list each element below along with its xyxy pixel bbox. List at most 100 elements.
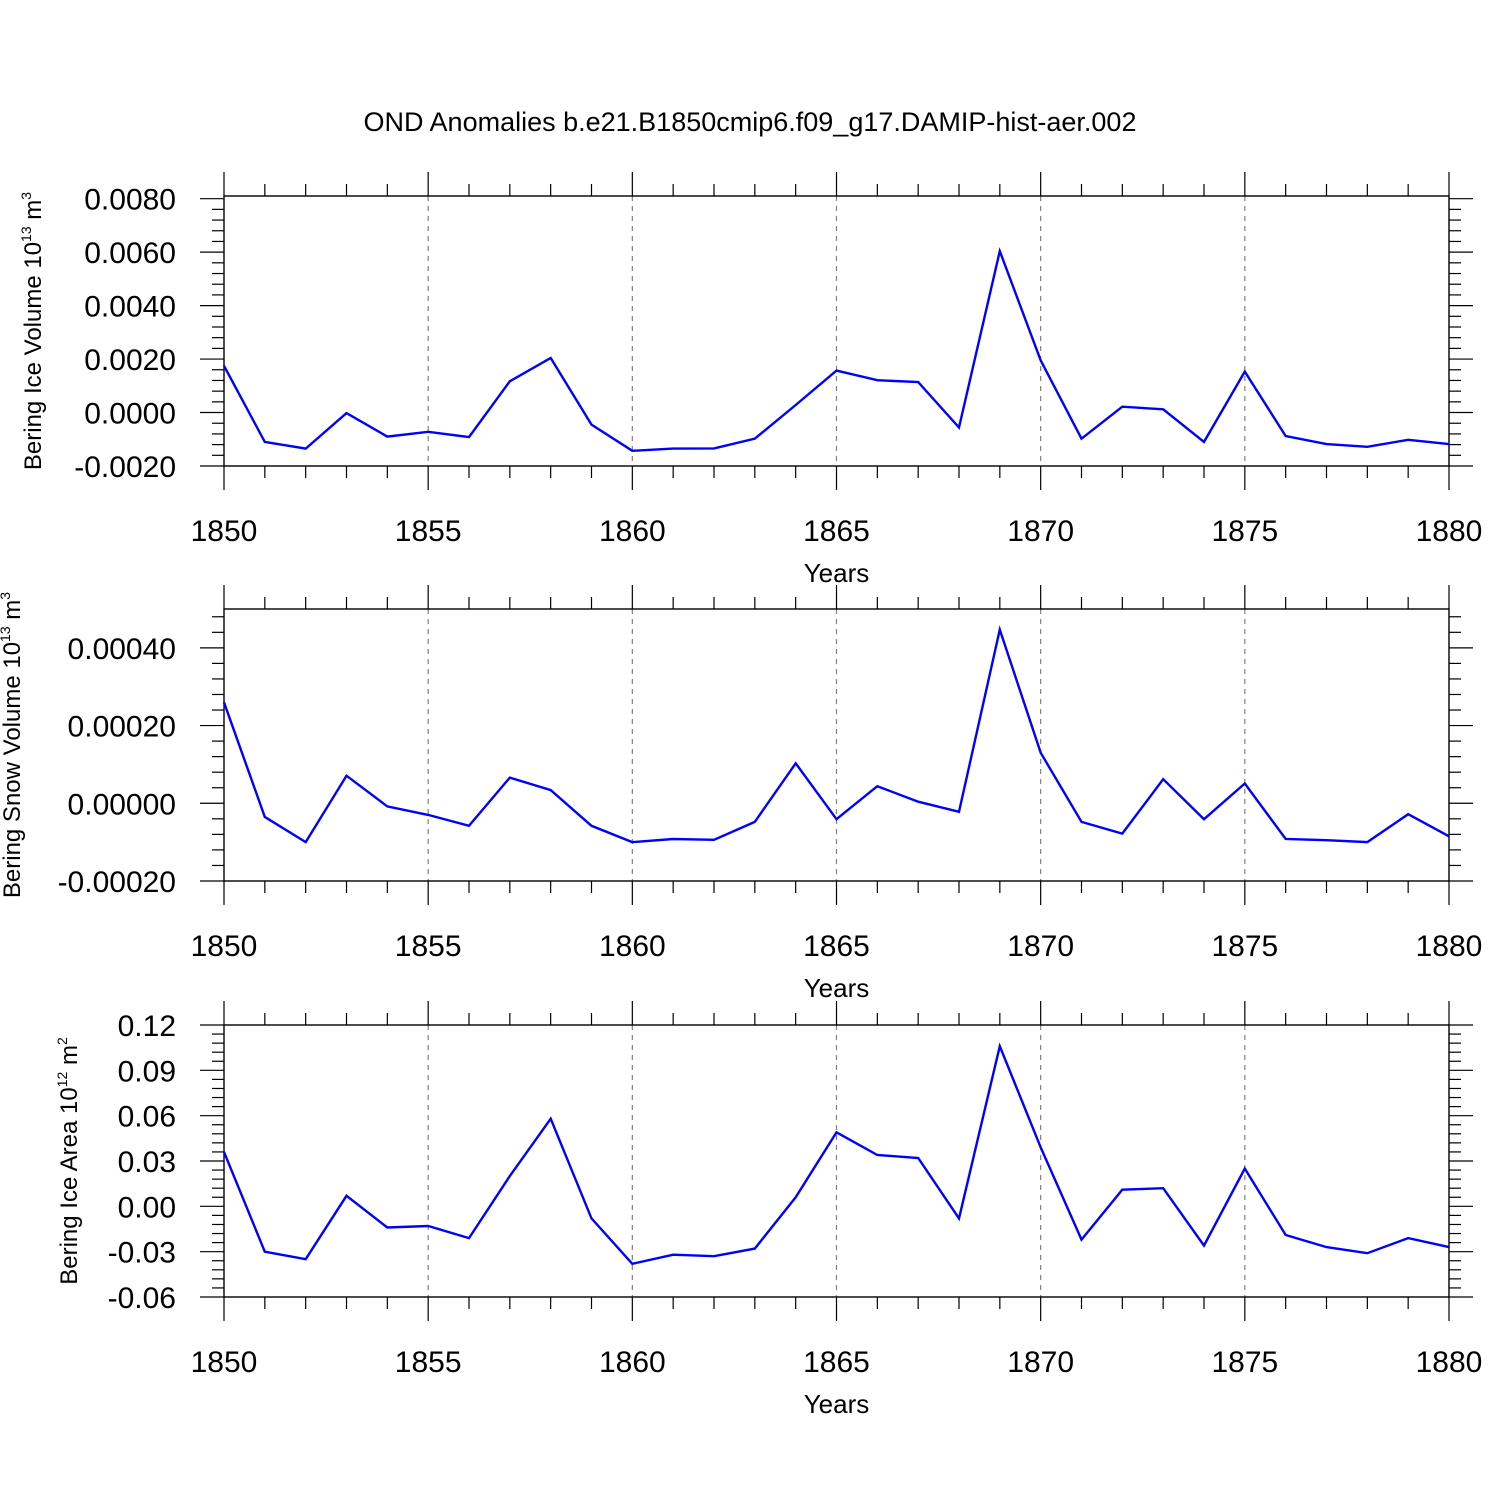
data-point: [754, 1247, 756, 1250]
data-point: [631, 841, 634, 843]
data-point: [1039, 1146, 1042, 1149]
data-point: [713, 839, 715, 841]
data-point: [672, 838, 674, 840]
data-point: [1284, 1234, 1287, 1236]
data-point: [386, 805, 389, 808]
x-tick-label: 1875: [1211, 930, 1278, 963]
data-point: [1366, 445, 1369, 448]
x-tick-label: 1865: [803, 930, 870, 963]
y-tick-label: 0.00: [118, 1191, 176, 1224]
data-point: [1162, 778, 1164, 780]
y-axis-title: Bering Snow Volume 1013 m3: [0, 592, 26, 898]
data-point: [672, 447, 674, 450]
data-point: [345, 1194, 348, 1197]
y-tick-label: 0.03: [118, 1146, 176, 1179]
data-point: [1080, 1238, 1083, 1241]
data-point: [835, 818, 838, 821]
data-point: [999, 1045, 1001, 1047]
data-point: [264, 441, 266, 443]
data-point: [427, 430, 429, 433]
data-point: [1284, 838, 1287, 840]
data-point: [549, 1117, 552, 1120]
data-point: [794, 404, 797, 406]
x-tick-label: 1855: [395, 515, 462, 548]
x-axis-title: Years: [804, 558, 870, 588]
data-point: [631, 449, 634, 452]
y-tick-label: -0.00020: [58, 866, 176, 899]
data-point: [1448, 1246, 1450, 1248]
data-point: [1080, 437, 1083, 440]
y-axis-title: Bering Ice Volume 1013 m3: [18, 192, 47, 470]
y-tick-label: 0.12: [118, 1010, 176, 1043]
data-point: [794, 1196, 797, 1199]
x-tick-label: 1880: [1416, 930, 1483, 963]
data-point: [1244, 782, 1246, 785]
x-tick-label: 1875: [1211, 515, 1278, 548]
y-tick-label: 0.09: [118, 1055, 176, 1088]
x-tick-label: 1850: [191, 515, 258, 548]
data-point: [509, 1175, 511, 1177]
data-point: [1039, 751, 1042, 754]
data-point: [958, 811, 960, 813]
data-point: [1407, 439, 1409, 441]
x-tick-label: 1870: [1007, 1346, 1074, 1379]
x-tick-label: 1870: [1007, 515, 1074, 548]
y-tick-label: 0.00040: [68, 633, 176, 666]
data-point: [999, 250, 1001, 252]
y-tick-label: -0.0020: [74, 451, 176, 484]
data-point: [264, 816, 266, 818]
x-tick-label: 1875: [1211, 1346, 1278, 1379]
data-point: [713, 447, 715, 450]
data-point: [1366, 841, 1369, 843]
data-point: [304, 447, 307, 450]
data-point: [1244, 370, 1246, 373]
data-point: [1244, 1167, 1246, 1170]
chart-title: OND Anomalies b.e21.B1850cmip6.f09_g17.D…: [364, 107, 1137, 137]
data-point: [468, 1237, 470, 1239]
data-point: [468, 436, 470, 438]
data-point: [1448, 443, 1450, 445]
x-tick-label: 1865: [803, 1346, 870, 1379]
data-point: [223, 701, 225, 704]
data-point: [549, 357, 552, 359]
data-point: [1448, 835, 1450, 838]
data-point: [958, 1217, 960, 1220]
data-point: [917, 800, 919, 803]
x-tick-label: 1855: [395, 930, 462, 963]
y-tick-label: 0.0080: [84, 184, 176, 217]
data-point: [1325, 839, 1328, 841]
data-point: [590, 825, 593, 827]
data-point: [1162, 408, 1164, 411]
data-point: [754, 437, 756, 440]
data-point: [1284, 435, 1287, 437]
x-tick-label: 1860: [599, 1346, 666, 1379]
data-point: [1080, 821, 1083, 823]
data-point: [835, 369, 838, 372]
data-point: [876, 1154, 879, 1156]
data-point: [835, 1131, 838, 1134]
panels: 1850 1855 1860 1865 1870 1875 1880 Years -0.0020…: [0, 172, 1482, 1419]
x-tick-label: 1880: [1416, 1346, 1483, 1379]
y-axis-title: Bering Ice Area 1012 m2: [54, 1037, 83, 1285]
data-point: [1366, 1252, 1369, 1254]
data-point: [876, 379, 879, 381]
data-point: [304, 1258, 307, 1261]
x-tick-label: 1880: [1416, 515, 1483, 548]
y-tick-label: 0.0040: [84, 291, 176, 324]
data-point: [223, 1151, 225, 1153]
data-point: [1121, 1188, 1124, 1191]
data-point: [1121, 832, 1124, 835]
y-tick-label: 0.0000: [84, 398, 176, 431]
y-tick-label: 0.0020: [84, 344, 176, 377]
data-point: [631, 1262, 634, 1265]
data-point: [1203, 818, 1205, 821]
y-tick-label: -0.03: [108, 1237, 176, 1270]
data-point: [264, 1250, 266, 1253]
data-point: [304, 841, 307, 843]
data-point: [345, 412, 348, 414]
x-tick-label: 1865: [803, 515, 870, 548]
data-point: [1407, 1237, 1409, 1239]
data-point: [1407, 813, 1409, 815]
data-point: [1325, 1246, 1328, 1248]
data-point: [427, 1225, 429, 1227]
